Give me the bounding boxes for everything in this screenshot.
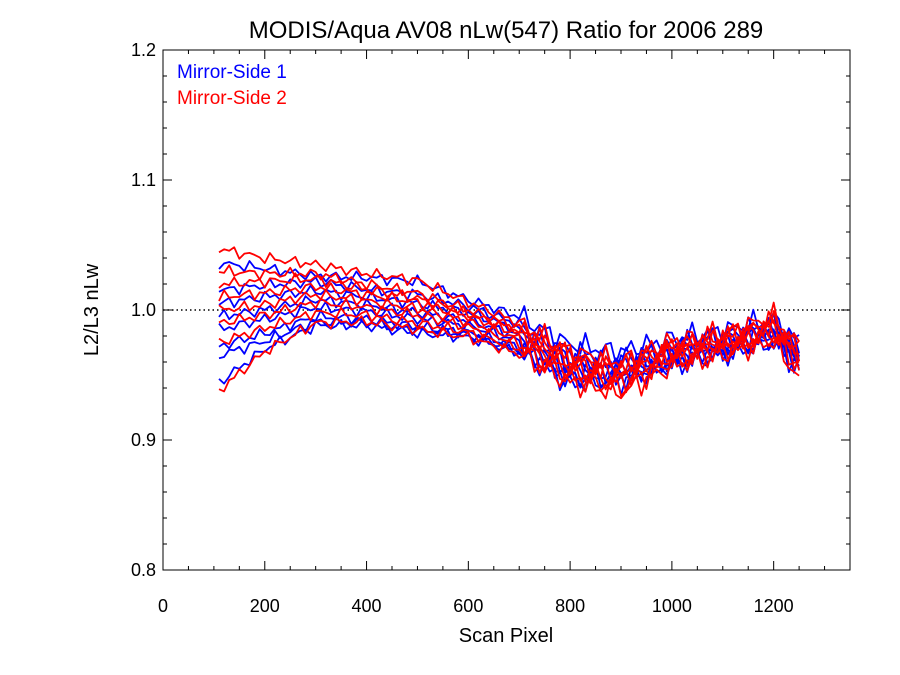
x-axis-label: Scan Pixel [459, 625, 554, 647]
series-line-mirror-side-2 [218, 264, 800, 376]
series-layer [218, 246, 800, 400]
series-line-mirror-side-2 [218, 315, 800, 400]
ticks-layer [162, 49, 851, 571]
y-tick-label: 1.0 [131, 300, 156, 320]
y-tick-label: 1.2 [131, 40, 156, 60]
legend-entry-mirror-side-1: Mirror-Side 1 [177, 62, 287, 83]
x-tick-label: 600 [453, 596, 483, 616]
y-axis-label: L2/L3 nLw [81, 263, 103, 356]
x-tick-label: 200 [250, 596, 280, 616]
y-tick-label: 0.8 [131, 560, 156, 580]
chart-title: MODIS/Aqua AV08 nLw(547) Ratio for 2006 … [249, 17, 764, 44]
x-tick-label: 0 [158, 596, 168, 616]
tick-labels-layer: 0 200 400 600 800 1000 1200 0.8 0.9 1.0 1.1 1.2 [131, 40, 794, 616]
legend: Mirror-Side 1 Mirror-Side 2 [177, 62, 287, 109]
y-tick-label: 1.1 [131, 170, 156, 190]
x-tick-label: 1000 [652, 596, 692, 616]
y-tick-label: 0.9 [131, 430, 156, 450]
x-tick-label: 400 [352, 596, 382, 616]
series-line-mirror-side-2 [218, 272, 800, 380]
series-line-mirror-side-2 [218, 282, 800, 381]
x-tick-label: 800 [555, 596, 585, 616]
legend-entry-mirror-side-2: Mirror-Side 2 [177, 88, 287, 109]
x-tick-label: 1200 [754, 596, 794, 616]
series-line-mirror-side-2 [218, 306, 800, 398]
